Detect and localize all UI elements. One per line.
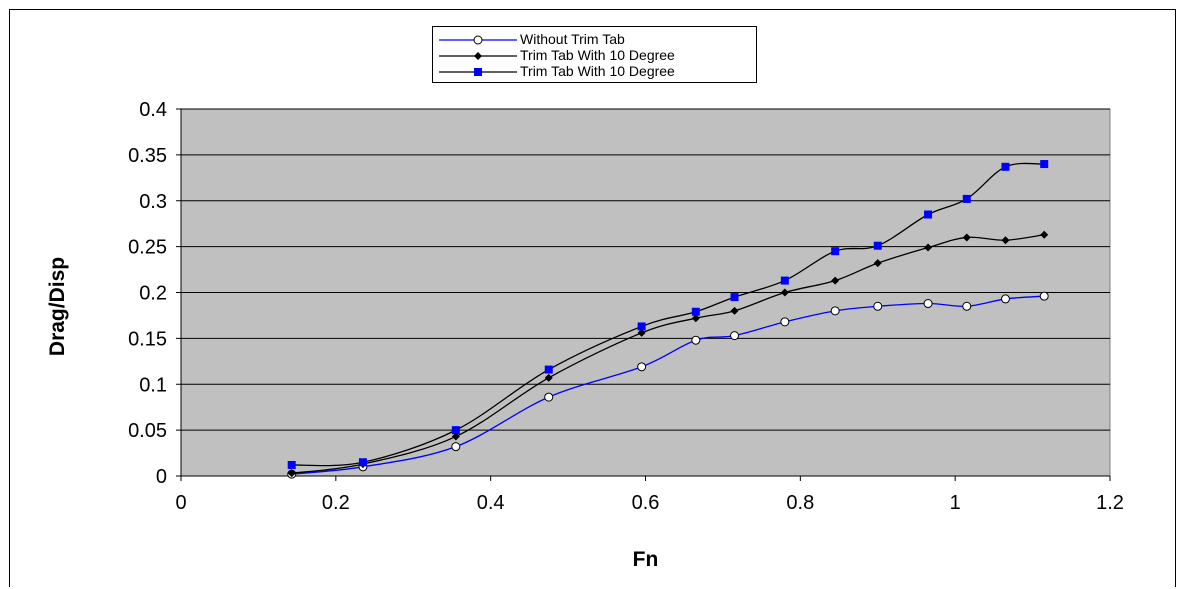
data-point xyxy=(924,210,933,219)
data-point xyxy=(691,307,700,316)
x-tick-label: 1 xyxy=(950,492,961,514)
y-tick-label: 0.2 xyxy=(139,283,167,305)
data-point xyxy=(451,426,460,435)
legend-item: Without Trim Tab xyxy=(433,31,756,48)
legend-label: Without Trim Tab xyxy=(520,31,625,47)
data-point xyxy=(873,301,883,311)
series-2 xyxy=(287,230,1049,478)
x-tick-label: 1.2 xyxy=(1096,492,1124,514)
data-point xyxy=(730,306,739,315)
x-tick-label: 0.6 xyxy=(632,492,660,514)
data-point xyxy=(962,194,971,203)
legend-item: Trim Tab With 10 Degree xyxy=(433,63,756,80)
x-tick-label: 0.4 xyxy=(477,492,505,514)
y-tick-label: 0.1 xyxy=(139,374,167,396)
x-axis-title: Fn xyxy=(633,548,659,571)
data-point xyxy=(544,373,553,382)
y-axis-ticks: 0 0.05 0.1 0.15 0.2 0.25 0.3 0.35 0.4 xyxy=(128,99,182,488)
y-tick-label: 0.05 xyxy=(128,420,167,442)
data-point xyxy=(358,458,367,467)
data-point xyxy=(962,301,972,311)
y-tick-label: 0 xyxy=(156,466,167,488)
data-point xyxy=(637,362,647,372)
legend-marker xyxy=(474,52,482,60)
legend-marker xyxy=(473,35,483,45)
data-point xyxy=(780,276,789,285)
legend-swatch xyxy=(439,68,517,76)
x-tick-label: 0.2 xyxy=(322,492,350,514)
data-point xyxy=(1001,236,1010,245)
y-tick-label: 0.3 xyxy=(139,191,167,213)
data-point xyxy=(287,460,296,469)
x-tick-label: 0.8 xyxy=(786,492,814,514)
data-point xyxy=(287,469,296,478)
legend-label: Trim Tab With 10 Degree xyxy=(520,63,675,79)
series-layer xyxy=(287,160,1049,479)
data-point xyxy=(451,442,461,452)
data-point xyxy=(691,314,700,323)
legend-label: Trim Tab With 10 Degree xyxy=(520,47,675,63)
data-point xyxy=(544,392,554,402)
data-point xyxy=(873,241,882,250)
y-tick-label: 0.4 xyxy=(139,99,167,121)
data-point xyxy=(924,243,933,252)
legend-swatch xyxy=(439,52,517,60)
data-point xyxy=(1001,162,1010,171)
data-point xyxy=(730,331,740,341)
legend-marker xyxy=(474,68,482,76)
legend: Without Trim Tab Trim Tab With 10 Degree… xyxy=(432,26,757,83)
x-axis-ticks: 0 0.2 0.4 0.6 0.8 1 1.2 xyxy=(175,475,1124,514)
data-point xyxy=(780,288,789,297)
data-point xyxy=(451,432,460,441)
data-point xyxy=(1000,294,1010,304)
data-point xyxy=(730,293,739,302)
data-point xyxy=(831,247,840,256)
gridlines xyxy=(181,108,1110,477)
data-point xyxy=(1039,291,1049,301)
data-point xyxy=(1040,160,1049,169)
data-point xyxy=(637,328,646,337)
y-tick-label: 0.35 xyxy=(128,145,167,167)
data-point xyxy=(544,365,553,374)
y-tick-label: 0.15 xyxy=(128,328,167,350)
x-tick-label: 0 xyxy=(175,492,186,514)
data-point xyxy=(780,317,790,327)
data-point xyxy=(831,276,840,285)
data-point xyxy=(1040,230,1049,239)
y-axis-title: Drag/Disp xyxy=(46,257,69,356)
data-point xyxy=(962,233,971,242)
series-3 xyxy=(287,160,1049,469)
data-point xyxy=(830,306,840,316)
data-point xyxy=(873,259,882,268)
data-point xyxy=(637,322,646,331)
legend-swatch xyxy=(439,35,517,45)
y-tick-label: 0.25 xyxy=(128,237,167,259)
data-point xyxy=(691,335,701,345)
legend-item: Trim Tab With 10 Degree xyxy=(433,47,756,64)
data-point xyxy=(923,299,933,309)
